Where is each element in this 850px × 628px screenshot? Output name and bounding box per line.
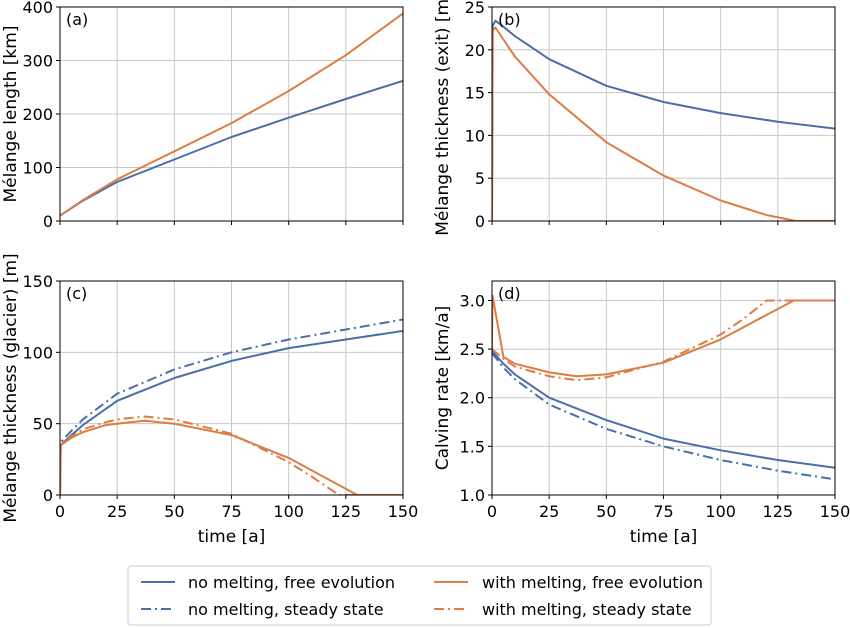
x-tick-label: 150: [820, 502, 850, 521]
x-tick-label: 0: [487, 502, 497, 521]
series-group: [60, 12, 403, 217]
y-tick-label: 25: [465, 0, 485, 17]
legend-entry-label: no melting, free evolution: [188, 573, 395, 592]
y-tick-label: 15: [465, 84, 485, 103]
x-tick-label: 75: [221, 502, 241, 521]
x-axis-label: time [a]: [198, 527, 266, 547]
x-tick-label: 50: [164, 502, 184, 521]
chart-panel-2: 0 5 10 15 20 25 (b) Mélange thickness (exit) [m…: [433, 0, 836, 236]
chart-panel-3: 0 25 50 75 100 125 150 0 50 100 150 (c) Mélange thic…: [1, 253, 418, 547]
y-tick-label: 150: [22, 272, 53, 291]
series-line-dashdot: [60, 415, 403, 495]
y-tick-label: 1.0: [460, 486, 485, 505]
y-tick-label: 100: [22, 343, 53, 362]
y-tick-label: 300: [22, 52, 53, 71]
series-line-dashdot: [492, 299, 835, 382]
x-tick-label: 75: [653, 502, 673, 521]
panel-label: (b): [498, 10, 521, 29]
y-tick-label: 0: [43, 212, 53, 231]
y-tick-label: 10: [465, 126, 485, 145]
series-line-solid: [492, 350, 835, 469]
y-tick-label: 20: [465, 41, 485, 60]
y-tick-label: 400: [22, 0, 53, 17]
x-tick-label: 125: [331, 502, 362, 521]
legend-box: [127, 565, 712, 626]
y-tick-label: 50: [33, 415, 53, 434]
series-line-solid: [492, 19, 835, 221]
y-tick-label: 2.0: [460, 389, 485, 408]
x-axis-label: time [a]: [630, 527, 698, 547]
y-axis-label: Mélange thickness (exit) [m]: [433, 0, 453, 236]
y-axis-label: Calving rate [km/a]: [433, 306, 453, 471]
series-line-dashdot: [60, 318, 403, 495]
y-axis-label: Mélange thickness (glacier) [m]: [1, 253, 21, 522]
series-group: [492, 19, 835, 221]
x-tick-label: 150: [388, 502, 419, 521]
x-tick-label: 50: [596, 502, 616, 521]
chart-panel-4: 0 25 50 75 100 125 150 1.0 1.5 2.0 2.5 3.0 (d) Calvin…: [433, 280, 850, 547]
y-axis-label: Mélange length [km]: [1, 26, 21, 203]
series-line-solid: [60, 12, 403, 217]
x-tick-label: 100: [705, 502, 736, 521]
y-tick-label: 100: [22, 159, 53, 178]
y-tick-label: 3.0: [460, 291, 485, 310]
y-tick-label: 0: [475, 212, 485, 231]
x-tick-label: 0: [55, 502, 65, 521]
x-tick-label: 100: [273, 502, 304, 521]
legend: no melting, free evolution with melting, …: [127, 565, 712, 626]
y-tick-label: 2.5: [460, 340, 485, 359]
series-line-solid: [60, 419, 403, 495]
legend-entry-label: with melting, free evolution: [482, 573, 703, 592]
panel-label: (d): [498, 284, 521, 303]
series-line-solid: [492, 294, 835, 378]
series-line-solid: [60, 329, 403, 495]
y-tick-label: 200: [22, 105, 53, 124]
x-tick-label: 125: [763, 502, 794, 521]
series-group: [492, 294, 835, 481]
legend-entry-label: with melting, steady state: [482, 600, 692, 619]
series-line-solid: [492, 26, 835, 221]
panel-label: (a): [66, 10, 88, 29]
chart-panel-1: 0 100 200 300 400 (a) Mélange length [km]: [1, 0, 404, 231]
y-tick-label: 5: [475, 169, 485, 188]
series-group: [60, 318, 403, 495]
x-tick-label: 25: [107, 502, 127, 521]
panel-label: (c): [66, 284, 87, 303]
x-tick-label: 25: [539, 502, 559, 521]
y-tick-label: 0: [43, 486, 53, 505]
y-tick-label: 1.5: [460, 437, 485, 456]
series-line-dashdot: [492, 352, 835, 481]
legend-entry-label: no melting, steady state: [188, 600, 384, 619]
